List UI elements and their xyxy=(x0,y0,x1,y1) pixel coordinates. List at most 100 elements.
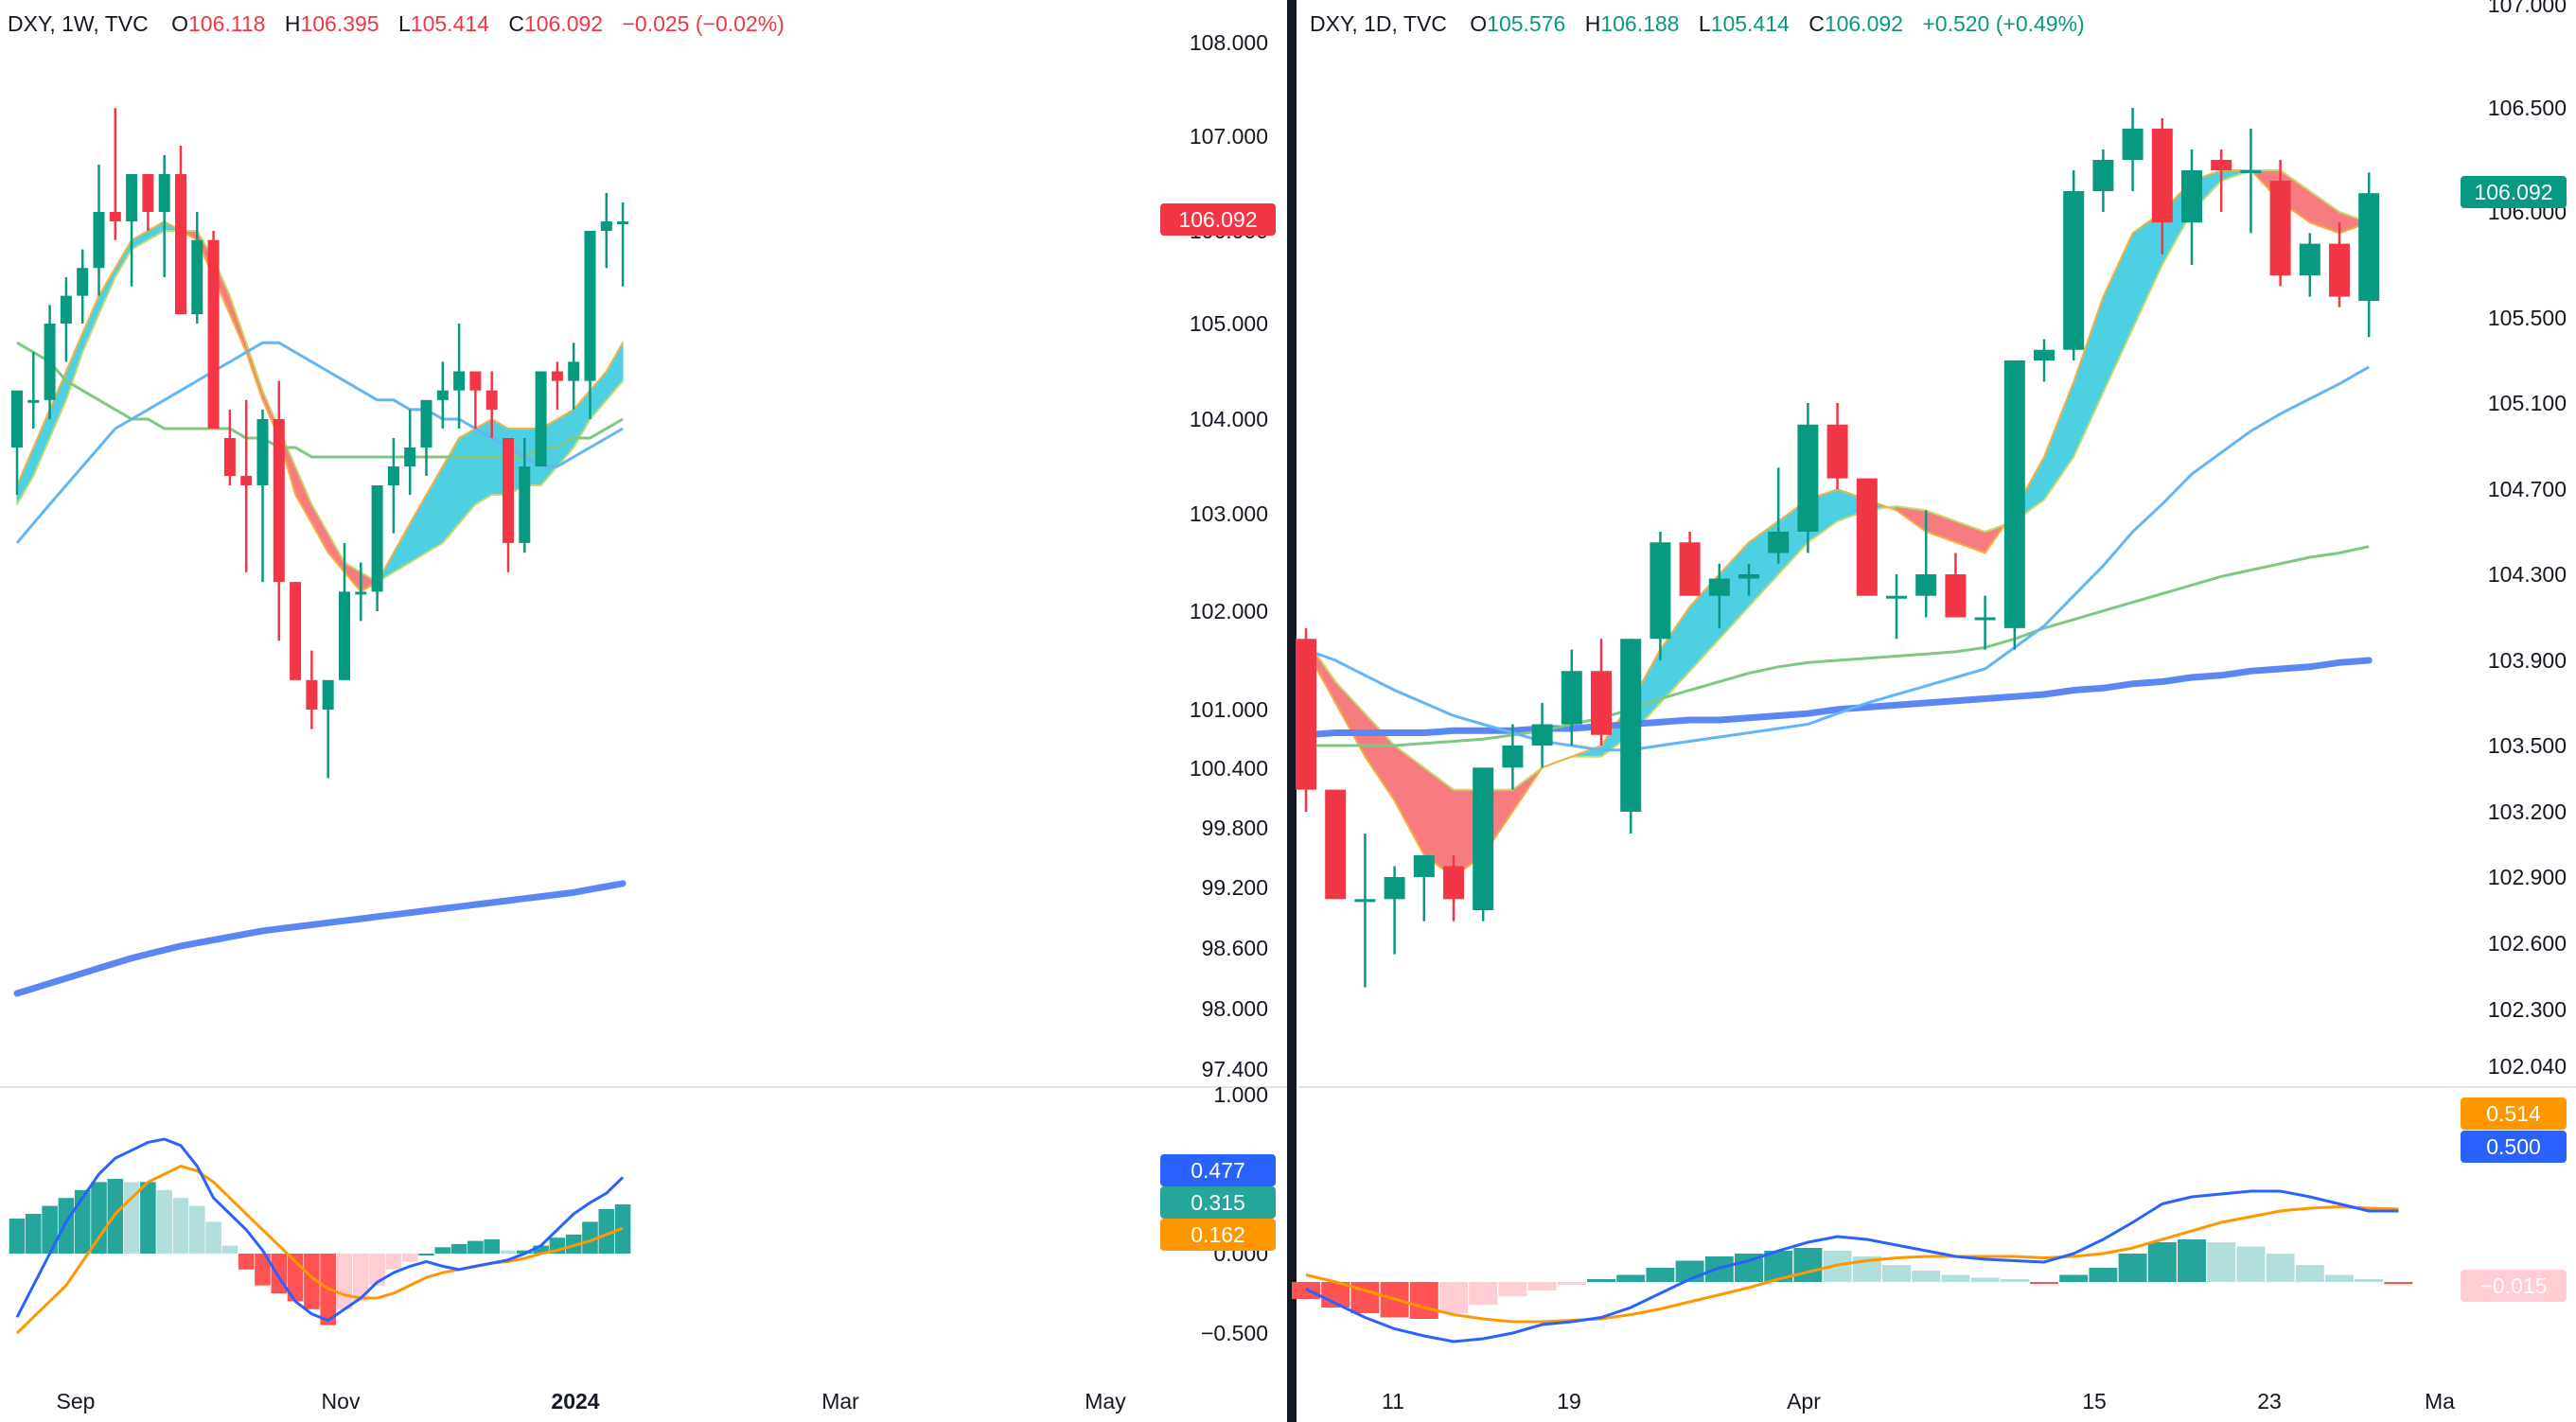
candle[interactable] xyxy=(1354,834,1376,988)
candle[interactable] xyxy=(1768,467,1790,564)
candle[interactable] xyxy=(1738,563,1759,596)
value-badge-bg xyxy=(2461,176,2567,208)
candle[interactable] xyxy=(11,390,23,495)
time-tick-label: May xyxy=(1085,1389,1126,1413)
weekly-candles[interactable] xyxy=(11,108,629,779)
candle[interactable] xyxy=(339,542,350,680)
price-tick-label: 99.200 xyxy=(1202,875,1268,900)
candle-body xyxy=(2269,181,2291,276)
candle[interactable] xyxy=(290,582,302,680)
candle[interactable] xyxy=(273,380,285,641)
candle[interactable] xyxy=(2329,222,2350,307)
candle[interactable] xyxy=(420,399,432,476)
candle[interactable] xyxy=(404,409,416,495)
candle[interactable] xyxy=(1502,724,1524,790)
candle[interactable] xyxy=(1974,595,1996,650)
candle[interactable] xyxy=(175,146,186,315)
candle[interactable] xyxy=(519,438,531,553)
candle[interactable] xyxy=(1886,574,1907,640)
candle[interactable] xyxy=(142,174,154,231)
candle[interactable] xyxy=(2063,170,2085,360)
candle[interactable] xyxy=(503,438,514,572)
candle[interactable] xyxy=(453,324,466,429)
candle[interactable] xyxy=(93,165,105,296)
candle[interactable] xyxy=(240,399,253,572)
histogram-bar xyxy=(91,1182,107,1254)
candle[interactable] xyxy=(568,342,580,410)
candle[interactable] xyxy=(1384,866,1405,955)
candle-body xyxy=(503,438,514,543)
candle[interactable] xyxy=(306,650,318,729)
candle[interactable] xyxy=(2181,149,2202,265)
candle[interactable] xyxy=(109,108,121,240)
candle[interactable] xyxy=(256,409,269,583)
candle[interactable] xyxy=(223,409,236,485)
candle[interactable] xyxy=(2299,233,2320,297)
candle[interactable] xyxy=(1915,510,1937,618)
candle[interactable] xyxy=(1561,649,1582,746)
candle[interactable] xyxy=(2358,172,2380,338)
candle[interactable] xyxy=(1296,627,1316,812)
candle[interactable] xyxy=(1473,767,1494,922)
candle[interactable] xyxy=(2240,129,2262,234)
candle[interactable] xyxy=(2034,339,2055,382)
candle[interactable] xyxy=(1650,532,1671,660)
candle-body xyxy=(436,390,449,400)
candle[interactable] xyxy=(1945,553,1967,618)
candle-body xyxy=(2240,170,2262,173)
candle[interactable] xyxy=(1531,703,1553,768)
candle[interactable] xyxy=(126,174,138,287)
candle[interactable] xyxy=(485,371,498,439)
candle[interactable] xyxy=(436,361,449,429)
candle[interactable] xyxy=(207,231,220,429)
time-tick-label: 19 xyxy=(1557,1389,1581,1413)
candle[interactable] xyxy=(2151,118,2173,255)
price-tick-label: 103.200 xyxy=(2488,799,2567,824)
candle[interactable] xyxy=(1856,478,1878,596)
weekly-time-axis[interactable]: Sep Nov 2024 Mar May xyxy=(57,1389,1127,1413)
candle[interactable] xyxy=(44,305,56,419)
candle[interactable] xyxy=(2269,160,2291,287)
weekly-high-value: 106.395 xyxy=(300,11,379,36)
candle[interactable] xyxy=(77,249,89,324)
candle[interactable] xyxy=(617,202,629,287)
candle[interactable] xyxy=(2122,108,2144,191)
candle[interactable] xyxy=(1826,403,1848,489)
daily-candles[interactable] xyxy=(1296,108,2380,988)
candle[interactable] xyxy=(2211,149,2232,212)
panel-splitter[interactable] xyxy=(1287,0,1297,1422)
oscillator-tick-label: −0.500 xyxy=(1201,1321,1268,1345)
candle[interactable] xyxy=(27,352,40,429)
candle[interactable] xyxy=(355,562,367,622)
candle[interactable] xyxy=(2092,149,2114,212)
candle-body xyxy=(2122,129,2144,160)
candle[interactable] xyxy=(1325,789,1347,900)
daily-time-axis[interactable]: 11 19 Apr 15 23 Ma xyxy=(1382,1389,2455,1413)
candle[interactable] xyxy=(387,438,399,534)
candle[interactable] xyxy=(2003,360,2025,650)
candle[interactable] xyxy=(469,371,482,430)
candle[interactable] xyxy=(551,361,563,410)
candle[interactable] xyxy=(60,277,72,362)
candle-body xyxy=(1797,424,1819,532)
candle[interactable] xyxy=(191,212,203,324)
candle[interactable] xyxy=(1443,855,1464,922)
candle[interactable] xyxy=(1679,532,1701,596)
candle[interactable] xyxy=(1708,563,1730,628)
candle[interactable] xyxy=(1797,403,1819,553)
weekly-value-labels: 106.092 0.477 0.315 0.162 xyxy=(1160,203,1276,1251)
candle[interactable] xyxy=(1591,639,1612,746)
candle[interactable] xyxy=(584,231,596,419)
candle[interactable] xyxy=(371,485,383,611)
candle[interactable] xyxy=(1413,855,1435,922)
candle[interactable] xyxy=(535,371,547,467)
candle[interactable] xyxy=(158,155,170,277)
candle[interactable] xyxy=(322,679,334,779)
candle-body xyxy=(1531,724,1553,746)
daily-macd-oscillator xyxy=(1292,1189,2413,1343)
daily-legend[interactable]: DXY, 1D, TVC O105.576 H106.188 L105.414 … xyxy=(1310,11,2085,36)
candle[interactable] xyxy=(600,193,612,269)
daily-price-axis[interactable]: 107.000106.500106.000105.500105.100104.7… xyxy=(2488,0,2567,1079)
candle[interactable] xyxy=(1620,639,1642,834)
weekly-legend[interactable]: DXY, 1W, TVC O106.118 H106.395 L105.414 … xyxy=(8,11,785,36)
